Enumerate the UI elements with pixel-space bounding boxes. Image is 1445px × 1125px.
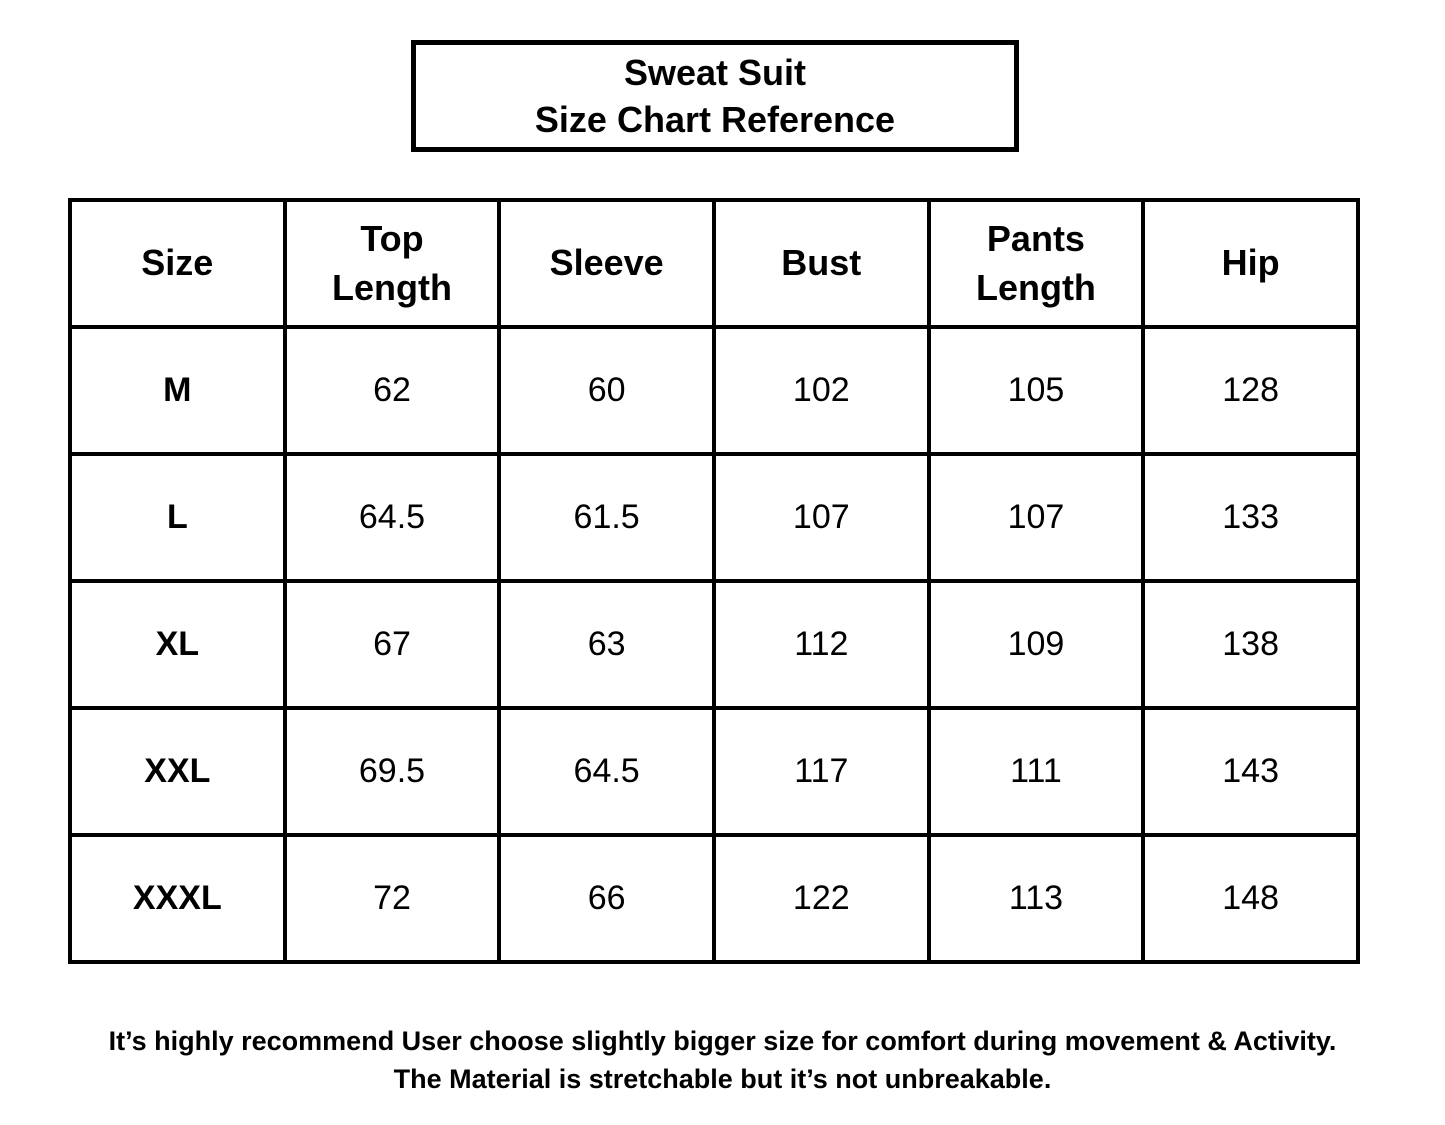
value-cell-bust: 102 bbox=[711, 325, 931, 456]
column-header-pants-length: Pants Length bbox=[926, 198, 1146, 329]
column-header-sleeve: Sleeve bbox=[497, 198, 716, 329]
value-cell-bust: 117 bbox=[711, 706, 931, 837]
value-cell-top-length: 64.5 bbox=[282, 452, 502, 583]
column-header-bust: Bust bbox=[711, 198, 931, 329]
value-cell-hip: 138 bbox=[1141, 579, 1360, 710]
value-cell-pants-length: 113 bbox=[926, 833, 1146, 964]
value-cell-sleeve: 60 bbox=[497, 325, 716, 456]
value-cell-pants-length: 105 bbox=[926, 325, 1146, 456]
value-cell-hip: 133 bbox=[1141, 452, 1360, 583]
column-header-hip: Hip bbox=[1141, 198, 1360, 329]
table-row-l: L 64.5 61.5 107 107 133 bbox=[68, 452, 1360, 583]
value-cell-bust: 122 bbox=[711, 833, 931, 964]
value-cell-sleeve: 61.5 bbox=[497, 452, 716, 583]
value-cell-sleeve: 64.5 bbox=[497, 706, 716, 837]
table-row-m: M 62 60 102 105 128 bbox=[68, 325, 1360, 456]
size-chart-table: Size Top Length Sleeve Bust Pants Length… bbox=[68, 198, 1360, 964]
value-cell-pants-length: 109 bbox=[926, 579, 1146, 710]
title-box: Sweat Suit Size Chart Reference bbox=[411, 40, 1019, 152]
footer-line-2: The Material is stretchable but it’s not… bbox=[393, 1064, 1052, 1094]
column-header-size: Size bbox=[68, 198, 287, 329]
table-header-row: Size Top Length Sleeve Bust Pants Length… bbox=[68, 198, 1360, 329]
table-row-xxxl: XXXL 72 66 122 113 148 bbox=[68, 833, 1360, 964]
value-cell-bust: 112 bbox=[711, 579, 931, 710]
table-row-xl: XL 67 63 112 109 138 bbox=[68, 579, 1360, 710]
value-cell-top-length: 62 bbox=[282, 325, 502, 456]
size-cell: M bbox=[68, 325, 287, 456]
value-cell-pants-length: 107 bbox=[926, 452, 1146, 583]
title-line-1: Sweat Suit bbox=[623, 52, 807, 93]
value-cell-hip: 128 bbox=[1141, 325, 1360, 456]
footer-line-1: It’s highly recommend User choose slight… bbox=[108, 1026, 1337, 1056]
value-cell-hip: 143 bbox=[1141, 706, 1360, 837]
value-cell-top-length: 67 bbox=[282, 579, 502, 710]
value-cell-top-length: 72 bbox=[282, 833, 502, 964]
value-cell-bust: 107 bbox=[711, 452, 931, 583]
size-cell: XXL bbox=[68, 706, 287, 837]
value-cell-top-length: 69.5 bbox=[282, 706, 502, 837]
size-cell: XL bbox=[68, 579, 287, 710]
table-row-xxl: XXL 69.5 64.5 117 111 143 bbox=[68, 706, 1360, 837]
title-line-2: Size Chart Reference bbox=[534, 99, 896, 140]
value-cell-pants-length: 111 bbox=[926, 706, 1146, 837]
footer-note: It’s highly recommend User choose slight… bbox=[0, 1022, 1445, 1098]
value-cell-sleeve: 63 bbox=[497, 579, 716, 710]
size-cell: XXXL bbox=[68, 833, 287, 964]
column-header-top-length: Top Length bbox=[282, 198, 502, 329]
value-cell-hip: 148 bbox=[1141, 833, 1360, 964]
size-cell: L bbox=[68, 452, 287, 583]
value-cell-sleeve: 66 bbox=[497, 833, 716, 964]
